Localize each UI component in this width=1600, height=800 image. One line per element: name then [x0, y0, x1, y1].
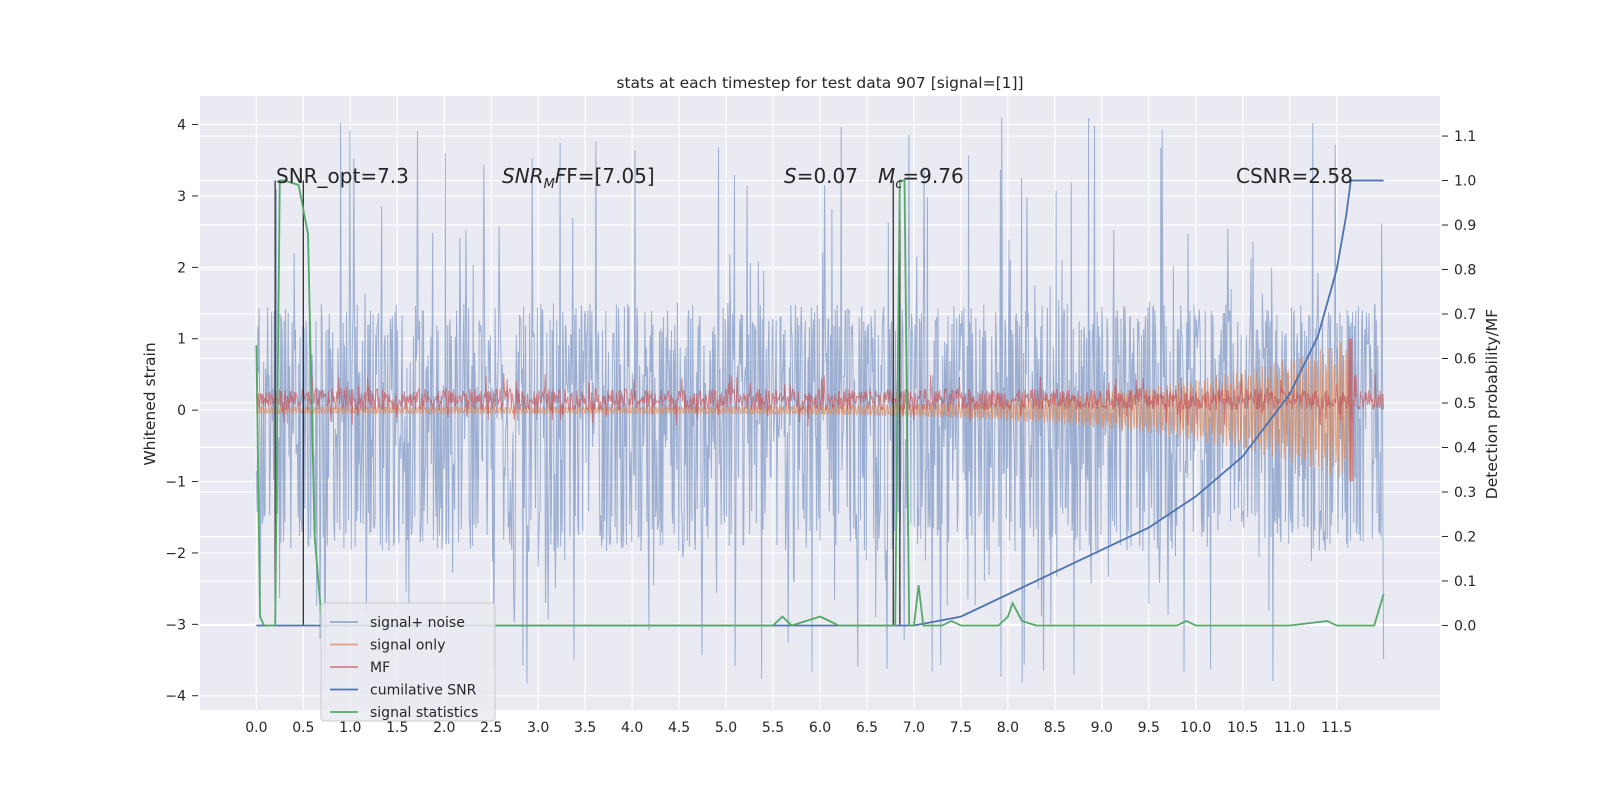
y2-tick-label: 0.9	[1454, 218, 1476, 234]
annotation-s-value: =0.07	[797, 164, 858, 188]
x-tick-label: 4.0	[621, 720, 643, 736]
x-tick-label: 1.5	[386, 720, 408, 736]
y-tick-label: 2	[177, 260, 186, 276]
x-tick-label: 3.0	[527, 720, 549, 736]
y-tick-label: 4	[177, 118, 186, 134]
y2-tick-label: 0.2	[1454, 529, 1476, 545]
annotation-s: S=0.07	[784, 164, 858, 188]
y2-tick-label: 0.7	[1454, 307, 1476, 323]
annotation-snr-mf-f: F	[555, 164, 567, 188]
x-tick-label: 8.0	[997, 720, 1019, 736]
legend-box	[320, 602, 496, 722]
x-tick-label: 11.0	[1274, 720, 1305, 736]
y2-tick-label: 0.4	[1454, 440, 1476, 456]
y-tick-label: 1	[177, 332, 186, 348]
y2-tick-label: 0.3	[1454, 485, 1476, 501]
series-mf	[255, 338, 1385, 482]
x-tick-label: 0.5	[292, 720, 314, 736]
annotation-snr-mf-value: F=[7.05]	[566, 164, 654, 188]
annotation-csnr: CSNR=2.58	[1236, 164, 1353, 188]
y2-tick-label: 0.1	[1454, 574, 1476, 590]
x-tick-label: 1.0	[339, 720, 361, 736]
legend-label: signal+ noise	[370, 615, 465, 631]
y-tick-label: −1	[165, 475, 186, 491]
x-tick-label: 3.5	[574, 720, 596, 736]
y2-tick-label: 1.0	[1454, 174, 1476, 190]
legend-label: cumilative SNR	[370, 683, 477, 699]
y-tick-label: 0	[177, 403, 186, 419]
annotations: SNR_opt=7.3 SNRMFF=[7.05] S=0.07 Mc=9.76…	[276, 164, 1353, 192]
annotation-snr-opt: SNR_opt=7.3	[276, 164, 409, 188]
annotation-mc-subscript: c	[895, 177, 902, 192]
x-tick-label: 2.5	[480, 720, 502, 736]
annotation-snr-mf: SNRMFF=[7.05]	[502, 164, 655, 192]
y2-tick-label: 0.8	[1454, 263, 1476, 279]
y-tick-label: −2	[165, 546, 186, 562]
x-tick-label: 9.0	[1091, 720, 1113, 736]
legend-label: signal statistics	[370, 705, 478, 721]
x-tick-label: 5.0	[715, 720, 737, 736]
annotation-mc-value: =9.76	[902, 164, 963, 188]
x-tick-label: 11.5	[1321, 720, 1352, 736]
legend-label: signal only	[370, 638, 445, 654]
y2-tick-label: 0.6	[1454, 352, 1476, 368]
x-tick-label: 5.5	[762, 720, 784, 736]
series-signal-statistics	[255, 179, 1385, 627]
x-tick-label: 6.0	[809, 720, 831, 736]
y2-tick-label: 1.1	[1454, 129, 1476, 145]
x-tick-label: 6.5	[856, 720, 878, 736]
annotation-s-symbol: S	[784, 164, 797, 188]
series-signal-plus-noise	[255, 117, 1385, 684]
y-axis-left-label: Whitened strain	[141, 342, 159, 465]
legend-items: signal+ noise signal only MF cumilative SNR…	[330, 615, 478, 721]
series-layer	[255, 117, 1385, 684]
x-tick-label: 7.5	[950, 720, 972, 736]
y-axis-right-label: Detection probability/MF	[1483, 309, 1501, 500]
x-axis-ticks: 0.0 0.5 1.0 1.5 2.0 2.5 3.0 3.5 4.0 4.5 5.0 5.5 6.0 6…	[245, 720, 1352, 736]
x-tick-label: 10.5	[1227, 720, 1258, 736]
x-tick-label: 9.5	[1138, 720, 1160, 736]
annotation-snr-mf-subscript: M	[544, 177, 555, 192]
x-tick-label: 2.0	[433, 720, 455, 736]
annotation-mc-symbol: M	[878, 164, 895, 188]
x-tick-label: 7.0	[903, 720, 925, 736]
annotation-mc: Mc=9.76	[878, 164, 964, 192]
y-axis-left-ticks: 4 3 2 1 0 −1 −2 −3 −4	[165, 118, 198, 705]
x-tick-label: 10.0	[1180, 720, 1211, 736]
y-tick-label: 3	[177, 189, 186, 205]
y2-tick-label: 0.5	[1454, 396, 1476, 412]
x-tick-label: 4.5	[668, 720, 690, 736]
x-tick-label: 0.0	[245, 720, 267, 736]
annotation-snr-mf-symbol: SNR	[502, 164, 544, 188]
y-axis-right-ticks: 1.1 1.0 0.9 0.8 0.7 0.6 0.5 0.4 0.3 0.2 0.1 0.0	[1442, 129, 1476, 634]
y-tick-label: −3	[165, 617, 186, 633]
x-tick-label: 8.5	[1044, 720, 1066, 736]
y2-tick-label: 0.0	[1454, 618, 1476, 634]
y-tick-label: −4	[165, 689, 186, 705]
legend-label: MF	[370, 660, 390, 676]
legend: signal+ noise signal only MF cumilative SNR…	[320, 602, 496, 722]
chart-title: stats at each timestep for test data 907…	[616, 74, 1023, 92]
